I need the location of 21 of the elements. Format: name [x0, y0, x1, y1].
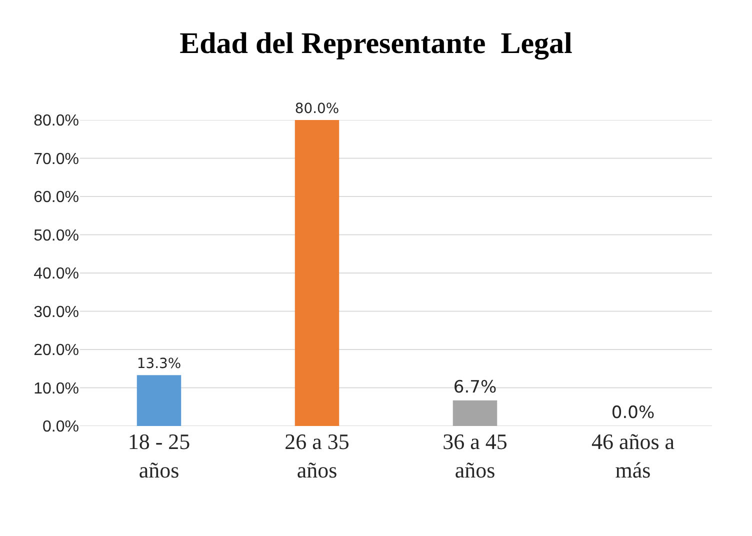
bar: [136, 375, 182, 426]
y-tick-label: 0.0%: [42, 418, 79, 436]
y-tick-label: 10.0%: [34, 380, 79, 398]
y-tick-label: 70.0%: [34, 150, 79, 168]
x-tick-label: 46 años a más: [591, 429, 675, 483]
y-tick-label: 50.0%: [34, 227, 79, 244]
x-tick-label: 26 a 35 años: [284, 429, 350, 483]
y-tick-label: 30.0%: [34, 304, 79, 321]
y-tick-label: 40.0%: [34, 266, 79, 283]
y-tick-label: 80.0%: [34, 112, 79, 130]
x-tick-label: 18 - 25 años: [128, 429, 190, 483]
data-label: 6.7%: [453, 377, 497, 398]
data-label: 13.3%: [136, 356, 182, 372]
data-label: 0.0%: [611, 403, 655, 423]
chart-title: Edad del Representante Legal: [180, 27, 572, 60]
data-label: 80.0%: [294, 100, 340, 117]
x-tick-label: 36 a 45 años: [442, 429, 508, 483]
y-tick-label: 20.0%: [34, 342, 79, 360]
bar: [452, 400, 498, 426]
bar: [294, 120, 340, 426]
y-tick-label: 60.0%: [34, 189, 79, 206]
